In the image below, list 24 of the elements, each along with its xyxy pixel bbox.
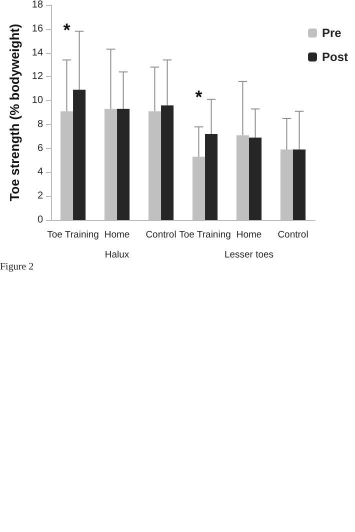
- y-tick-label: 0: [37, 214, 44, 226]
- y-tick-label: 16: [32, 23, 44, 34]
- y-tick-label: 8: [37, 118, 44, 130]
- x-tick-label: Toe Training: [179, 230, 231, 240]
- x-tick-label: Toe Training: [47, 230, 99, 240]
- x-tick-label: Control: [146, 230, 176, 240]
- y-axis-title: Toe strength (% bodyweight): [7, 24, 22, 202]
- legend-label: Post: [322, 50, 348, 64]
- x-tick-label: Control: [278, 230, 308, 240]
- y-tick-label: 10: [32, 95, 44, 106]
- y-tick-label: 6: [37, 142, 44, 154]
- x-tick-label: Home: [104, 230, 130, 240]
- y-tick-label: 4: [37, 166, 44, 178]
- y-tick-label: 2: [37, 190, 44, 202]
- y-tick-label: 18: [32, 0, 44, 10]
- text: Lesser toes: [224, 250, 274, 260]
- legend-label: Pre: [322, 26, 342, 40]
- annotation: *: [63, 20, 70, 40]
- y-tick-label: 12: [32, 71, 44, 82]
- annotation: *: [195, 86, 202, 107]
- x-tick-label: Home: [236, 230, 262, 240]
- caption: Figure 2: [0, 262, 34, 272]
- y-tick-label: 14: [32, 47, 44, 58]
- text: Halux: [104, 250, 130, 260]
